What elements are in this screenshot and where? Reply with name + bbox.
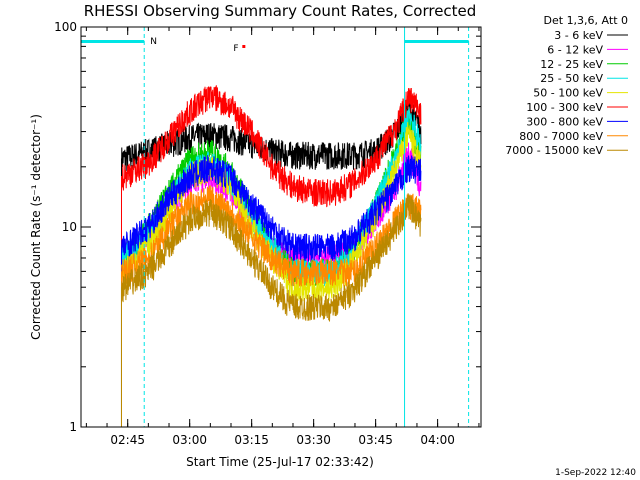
flare-mark	[242, 45, 246, 48]
y-ticks: 1 10 100	[54, 20, 481, 434]
legend-entry: 25 - 50 keV	[540, 72, 603, 85]
x-ticks: 02:45 03:00 03:15 03:30 03:45 04:00	[85, 27, 480, 447]
y-tick-label: 1	[69, 420, 77, 434]
night-bar	[404, 40, 469, 43]
legend-entry: 300 - 800 keV	[526, 115, 603, 128]
legend-entry: 12 - 25 keV	[540, 58, 603, 71]
x-tick-label: 03:15	[234, 433, 269, 447]
x-tick-label: 02:45	[110, 433, 145, 447]
y-tick-label: 100	[54, 20, 77, 34]
series-line	[121, 85, 422, 208]
timestamp: 1-Sep-2022 12:40	[555, 468, 636, 478]
marker-layer: NF	[81, 27, 470, 427]
legend-entry: 800 - 7000 keV	[519, 130, 603, 143]
legend-entry: 100 - 300 keV	[526, 101, 603, 114]
x-tick-label: 03:00	[172, 433, 207, 447]
series-line	[121, 193, 422, 322]
x-axis-label: Start Time (25-Jul-17 02:33:42)	[186, 455, 374, 469]
y-tick-label: 10	[62, 220, 77, 234]
x-tick-label: 03:45	[358, 433, 393, 447]
legend-entry: 50 - 100 keV	[533, 87, 603, 100]
night-flag: N	[150, 37, 157, 47]
series-line	[121, 185, 422, 287]
x-tick-label: 04:00	[420, 433, 455, 447]
legend-title: Det 1,3,6, Att 0	[544, 14, 628, 27]
series-line	[121, 95, 422, 174]
legend-entry: 7000 - 15000 keV	[505, 144, 603, 157]
x-tick-label: 03:30	[296, 433, 331, 447]
series-line	[121, 155, 422, 262]
legend-entry: 3 - 6 keV	[554, 29, 603, 42]
chart-title: RHESSI Observing Summary Count Rates, Co…	[84, 2, 477, 20]
y-axis-label: Corrected Count Rate (s⁻¹ detector⁻¹)	[29, 114, 43, 340]
night-bar	[81, 40, 145, 43]
series-layer	[120, 85, 422, 427]
legend-entry: 6 - 12 keV	[547, 43, 603, 56]
flare-flag: F	[233, 44, 238, 54]
